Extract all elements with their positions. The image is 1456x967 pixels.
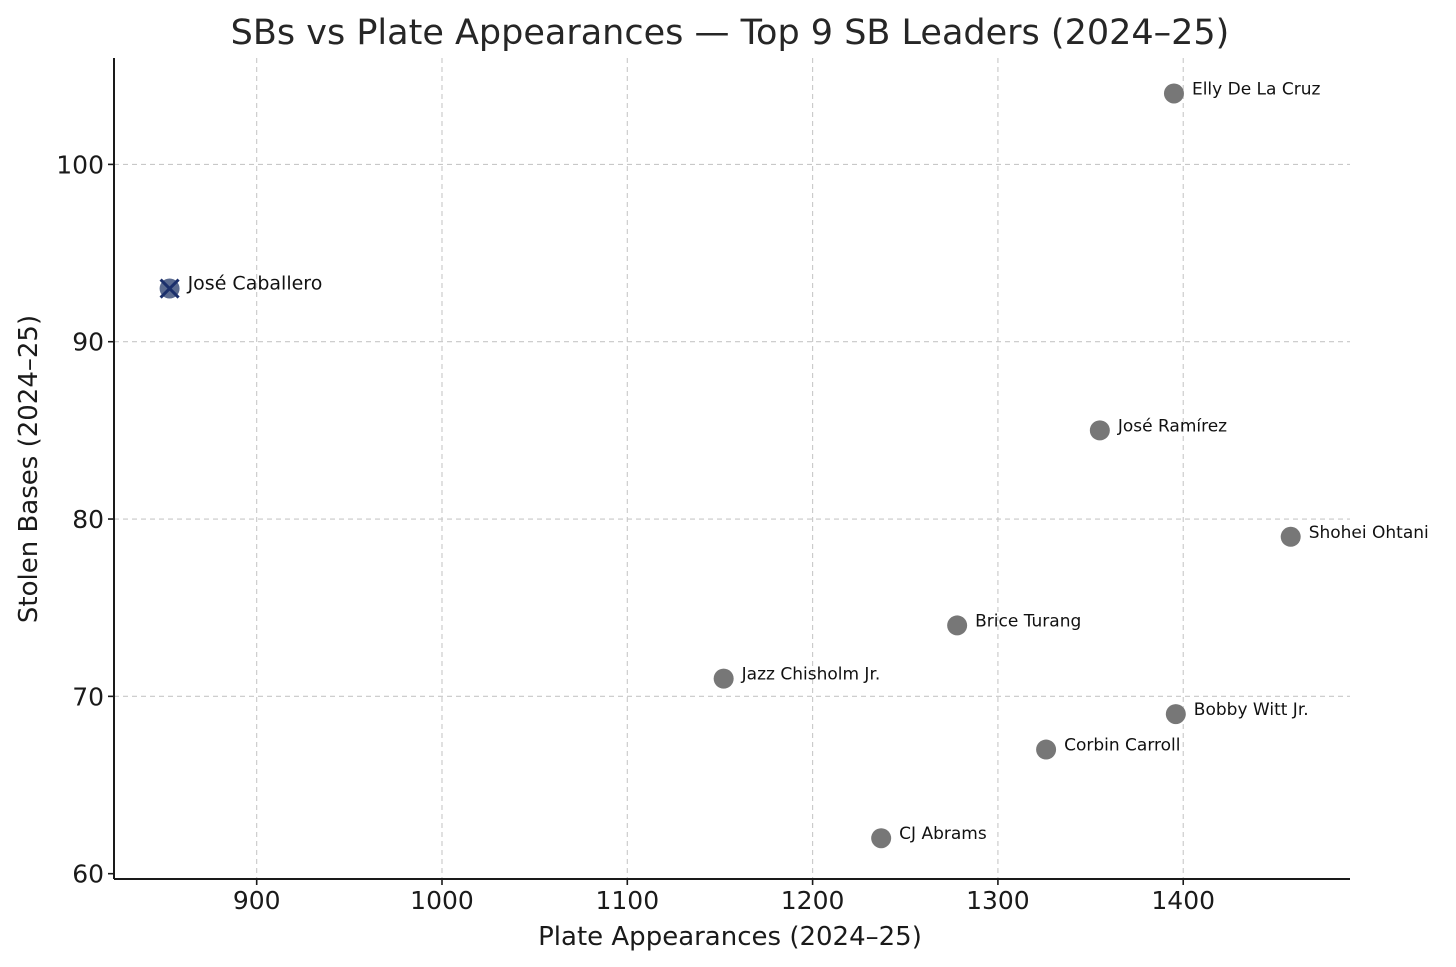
- data-points: Elly De La Cruz José Caballero José Ramíre…: [159, 79, 1429, 849]
- data-point-label: Bobby Witt Jr.: [1194, 700, 1309, 720]
- y-tick-label: 80: [72, 505, 104, 534]
- y-tick-label: 60: [72, 860, 104, 889]
- data-point-label: Corbin Carroll: [1064, 736, 1180, 756]
- data-point: CJ Abrams: [871, 824, 987, 849]
- data-point-label: Elly De La Cruz: [1192, 79, 1321, 99]
- data-point: Brice Turang: [947, 611, 1081, 636]
- data-point: Jazz Chisholm Jr.: [713, 665, 881, 689]
- x-tick-label: 900: [233, 886, 281, 915]
- data-point-label: Brice Turang: [975, 611, 1081, 631]
- data-point-label: CJ Abrams: [899, 824, 987, 844]
- x-tick-label: 1200: [781, 886, 845, 915]
- data-point: Bobby Witt Jr.: [1165, 700, 1309, 725]
- data-point-marker: [713, 668, 734, 689]
- data-point-label: Jazz Chisholm Jr.: [741, 665, 881, 685]
- data-point: Elly De La Cruz: [1163, 79, 1321, 104]
- axes: [113, 58, 1350, 880]
- y-axis-label: Stolen Bases (2024–25): [14, 315, 44, 623]
- x-tick-label: 1000: [410, 886, 474, 915]
- chart-title: SBs vs Plate Appearances — Top 9 SB Lead…: [231, 13, 1230, 53]
- data-point-marker: [947, 615, 968, 636]
- y-tick-label: 90: [72, 328, 104, 357]
- x-tick-label: 1300: [966, 886, 1030, 915]
- data-point: Shohei Ohtani: [1280, 523, 1429, 547]
- x-tick-label: 1400: [1151, 886, 1215, 915]
- data-point-marker: [1163, 83, 1184, 104]
- data-point-marker: [1280, 526, 1301, 547]
- y-tick-label: 70: [72, 682, 104, 711]
- x-tick-label: 1100: [595, 886, 659, 915]
- data-point: José Caballero: [159, 273, 323, 299]
- data-point-label: Shohei Ohtani: [1309, 523, 1429, 543]
- data-point-marker: [1036, 739, 1057, 760]
- highlight-x-marker: [159, 278, 180, 299]
- data-point: José Ramírez: [1089, 416, 1227, 441]
- data-point-label: José Ramírez: [1117, 416, 1227, 436]
- x-axis-label: Plate Appearances (2024–25): [538, 922, 922, 952]
- y-tick-label: 100: [56, 150, 104, 179]
- ticks: 900 1000 1100 1200 1300 1400 60 70 80 90 100: [56, 150, 1215, 915]
- data-point-marker: [871, 828, 892, 849]
- data-point-marker: [1089, 420, 1110, 441]
- data-point: Corbin Carroll: [1036, 736, 1181, 760]
- data-point-marker: [1165, 704, 1186, 725]
- data-point-label: José Caballero: [187, 273, 323, 295]
- grid: [114, 58, 1350, 879]
